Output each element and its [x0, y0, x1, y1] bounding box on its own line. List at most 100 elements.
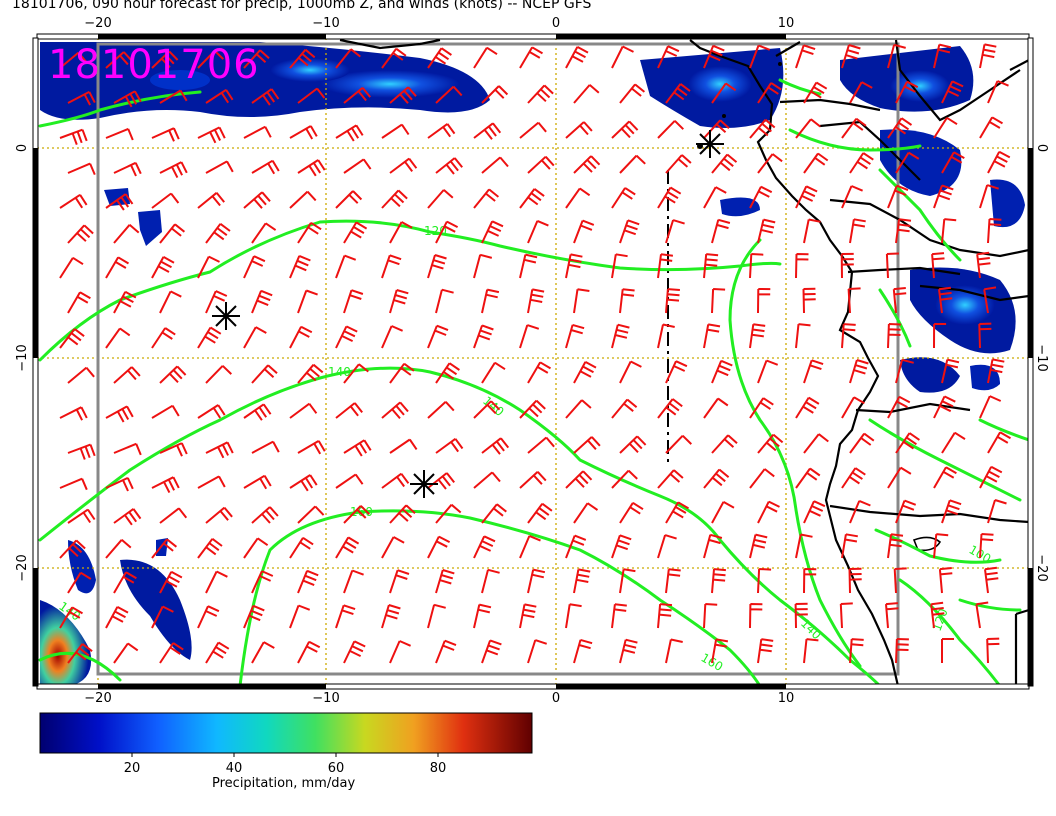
wind-barb: [749, 323, 766, 349]
wind-barb: [703, 44, 725, 69]
wind-barb: [297, 87, 326, 104]
wind-barb: [933, 116, 958, 139]
wind-barb: [343, 640, 366, 664]
wind-barb: [887, 43, 906, 69]
wind-barb: [519, 324, 540, 349]
wind-barb: [205, 641, 230, 664]
wind-barb: [481, 503, 507, 524]
wind-barb: [243, 326, 267, 349]
wind-barb: [885, 602, 899, 629]
wind-barb: [749, 533, 768, 559]
wind-barb: [473, 603, 492, 629]
date-stamp: 18101706: [48, 42, 260, 88]
wind-barb: [565, 399, 592, 419]
wind-barb: [105, 256, 130, 279]
wind-barb: [297, 505, 325, 524]
wind-barb: [757, 82, 782, 104]
wind-barb: [986, 637, 1000, 664]
wind-barb: [703, 468, 730, 489]
wind-barb: [59, 539, 86, 559]
wind-barb: [802, 287, 816, 314]
wind-barb: [113, 442, 142, 456]
wind-barb: [757, 288, 771, 314]
wind-barb: [113, 224, 140, 244]
wind-barb: [527, 436, 555, 454]
wind-barb: [987, 150, 1011, 174]
wind-barb: [619, 638, 638, 664]
wind-barb: [389, 504, 416, 524]
wind-barb: [619, 154, 646, 174]
wind-barb: [619, 568, 636, 594]
wind-barb: [105, 327, 131, 349]
wind-barb: [297, 640, 321, 664]
colorbar-tick: 60: [328, 761, 345, 776]
wind-barb: [703, 397, 729, 419]
wind-barb: [665, 288, 680, 314]
wind-barb: [665, 219, 685, 244]
wind-barb: [941, 431, 966, 454]
wind-barb: [849, 81, 873, 104]
colorbar-tick: 40: [226, 761, 243, 776]
wind-barb: [297, 363, 324, 384]
wind-barb: [711, 153, 738, 174]
wind-barb: [711, 82, 737, 104]
wind-barb: [565, 534, 587, 559]
wind-barb: [151, 192, 180, 209]
wind-barb: [427, 401, 455, 419]
wind-barb: [849, 499, 871, 524]
wind-barb: [711, 359, 733, 384]
wind-barb: [978, 322, 992, 349]
wind-barb: [335, 190, 363, 209]
wind-barb: [251, 88, 280, 106]
wind-barb: [565, 46, 589, 69]
wind-barb: [381, 536, 405, 559]
lon-label-bottom: −10: [312, 691, 339, 706]
wind-barb: [205, 88, 234, 104]
wind-barb: [389, 362, 415, 384]
wind-barb: [113, 290, 137, 314]
wind-barb: [757, 359, 779, 384]
wind-barb: [565, 121, 593, 139]
wind-barb: [849, 152, 874, 174]
wind-barb: [427, 254, 447, 279]
wind-barb: [665, 154, 692, 174]
wind-barb: [427, 603, 446, 629]
wind-barb: [335, 124, 364, 142]
wind-barb: [343, 569, 364, 594]
lat-label-left: −20: [15, 554, 30, 581]
contour-label: 140: [328, 365, 351, 379]
wind-barb: [197, 475, 226, 489]
wind-barb: [841, 396, 865, 419]
wind-barb: [895, 499, 917, 524]
wind-barb: [251, 440, 280, 454]
wind-barb: [938, 286, 953, 314]
wind-barb: [657, 323, 675, 349]
wind-barb: [297, 440, 326, 455]
wind-barb: [389, 221, 413, 244]
wind-barb: [665, 638, 683, 664]
colorbar: 20 40 60 80: [39, 712, 533, 776]
wind-barb: [105, 405, 134, 423]
wind-barb: [941, 499, 962, 524]
wind-barb: [59, 328, 85, 349]
wind-barb: [197, 192, 225, 209]
wind-barb: [335, 536, 360, 559]
wind-barb: [113, 508, 142, 526]
wind-barb: [657, 120, 685, 139]
wind-barb: [389, 289, 409, 314]
wind-barb: [749, 118, 776, 139]
wind-barb: [197, 605, 220, 629]
wind-barb: [427, 189, 454, 209]
wind-barb: [795, 118, 821, 139]
wind-barb: [205, 223, 231, 244]
wind-barb: [519, 121, 547, 139]
wind-barb: [619, 360, 642, 384]
wind-barb: [803, 152, 829, 174]
wind-barb: [481, 361, 506, 384]
wind-barb: [757, 568, 772, 594]
wind-barb: [527, 568, 546, 594]
wind-barb: [289, 254, 311, 279]
wind-barb: [795, 533, 813, 559]
wind-barb: [573, 84, 600, 104]
